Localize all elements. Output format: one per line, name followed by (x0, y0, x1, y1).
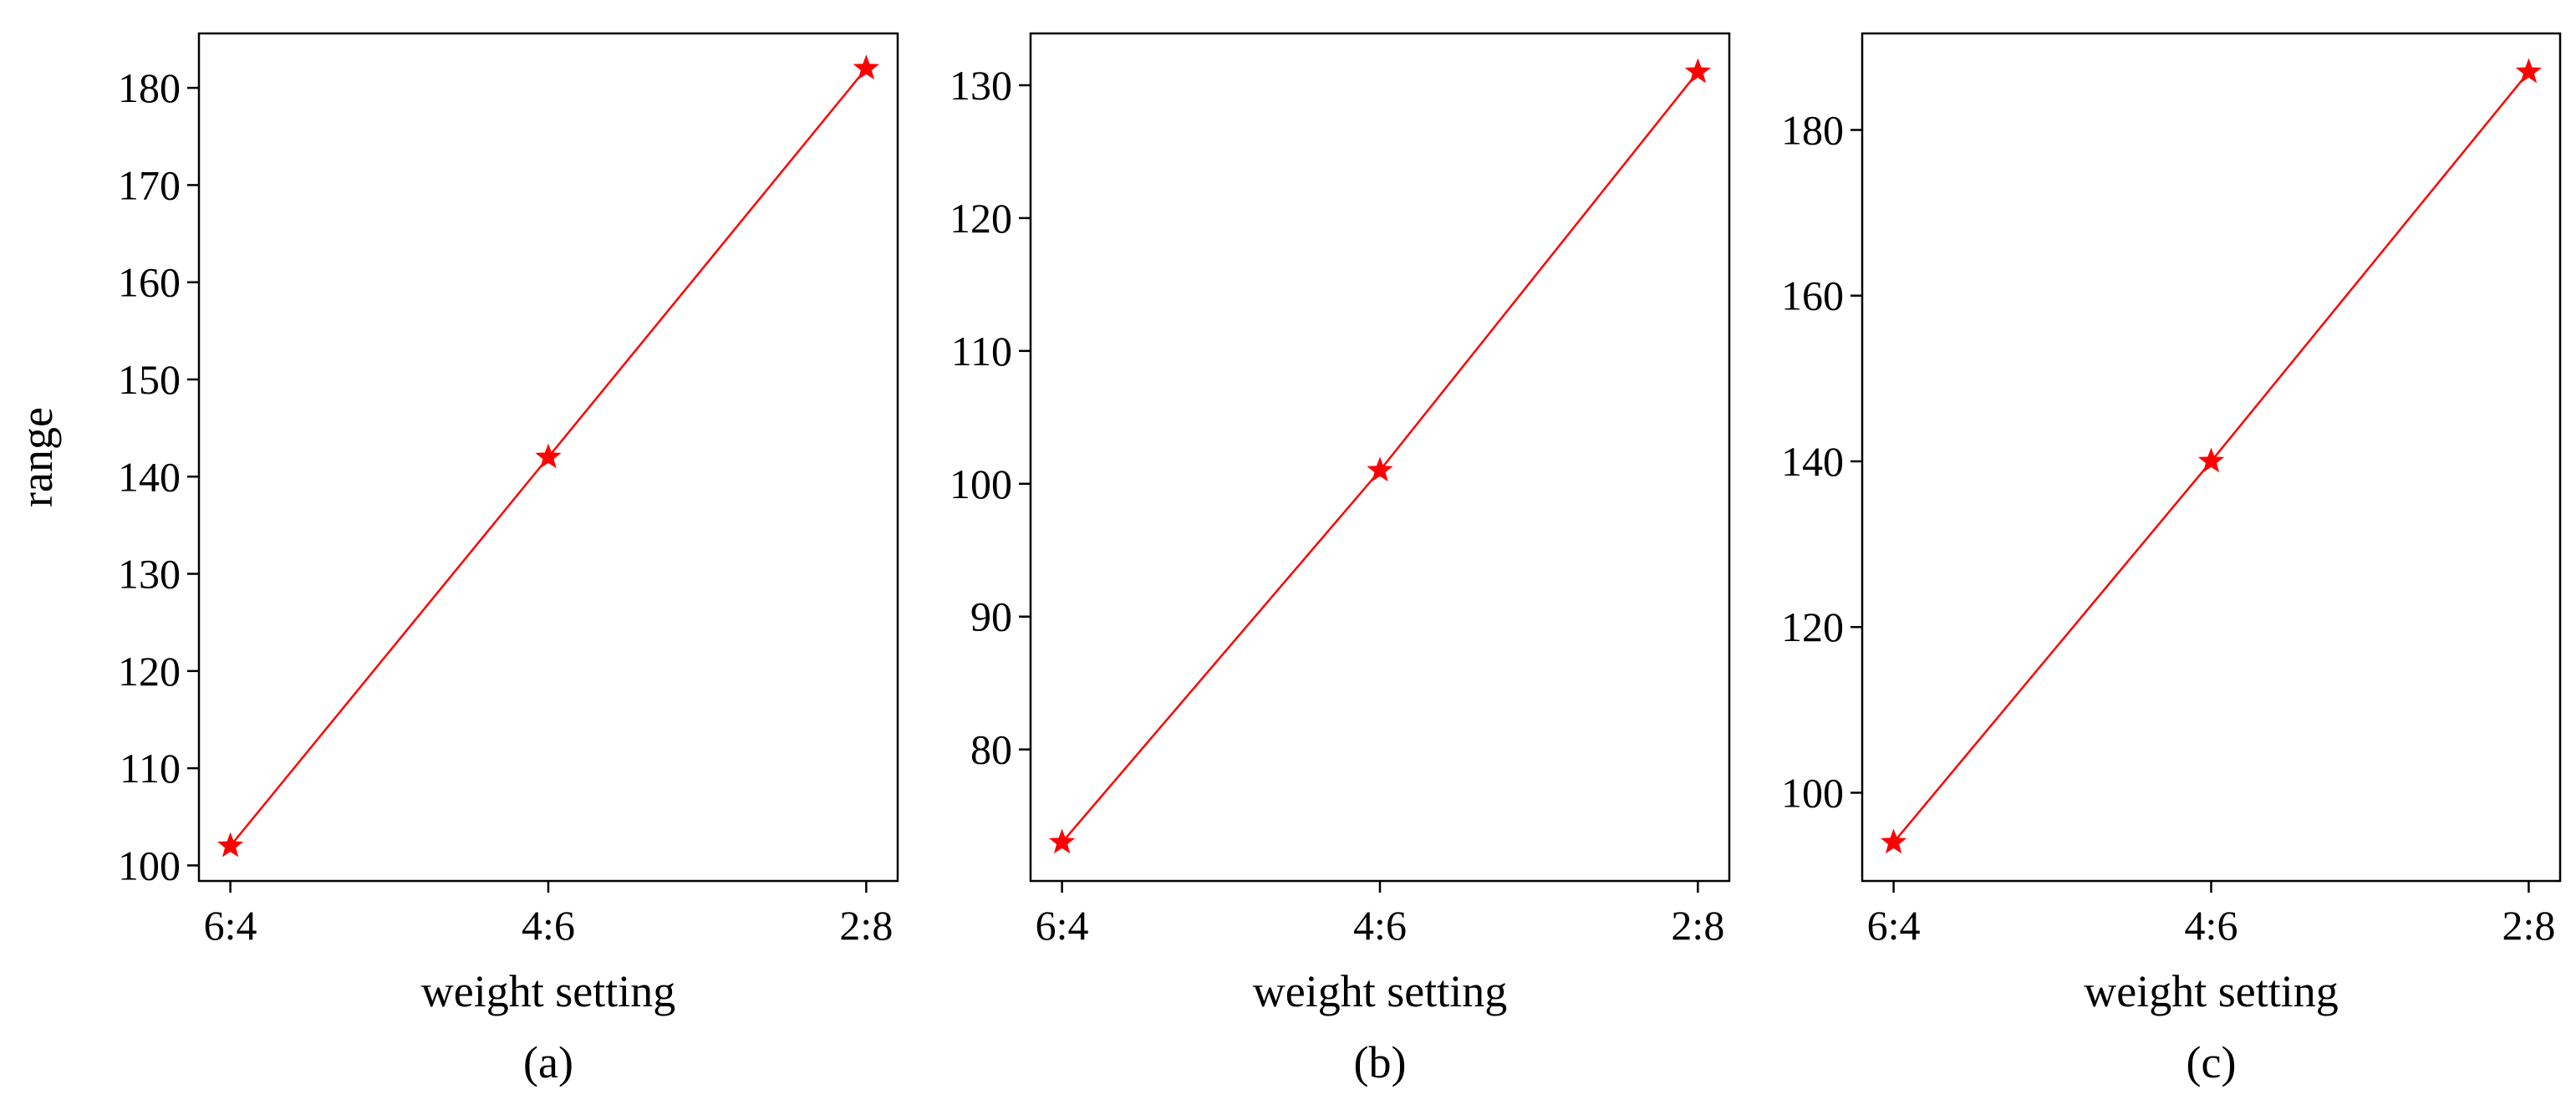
y-tick-label: 120 (118, 648, 181, 695)
y-tick-label: 180 (118, 64, 181, 111)
y-tick-label: 90 (970, 593, 1012, 640)
x-tick-label: 4:6 (1353, 902, 1407, 949)
x-axis-label: weight setting (2084, 966, 2338, 1016)
x-tick-label: 6:4 (1867, 902, 1921, 949)
data-point-star (1048, 828, 1076, 854)
data-point-star (1684, 58, 1712, 84)
x-tick-label: 2:8 (1671, 902, 1724, 949)
y-tick-label: 120 (949, 195, 1012, 242)
data-point-star (1367, 456, 1393, 482)
y-tick-label: 140 (1781, 438, 1844, 485)
y-tick-label: 120 (1781, 603, 1844, 650)
data-point-star (853, 54, 880, 80)
chart-panel: 80 90 100 110 120 130 6:4 4:6 2:8 weight setting (… (949, 32, 1731, 1087)
data-point-star (2197, 447, 2225, 473)
x-axis-label: weight setting (1253, 966, 1507, 1016)
y-tick-label: 100 (949, 461, 1012, 507)
data-point-star (535, 443, 562, 469)
x-axis-label: weight setting (421, 966, 675, 1016)
y-tick-label: 100 (118, 842, 181, 888)
y-axis-label: range (12, 407, 62, 507)
y-tick-label: 130 (118, 551, 181, 598)
data-point-star (216, 832, 244, 858)
data-point-star (2515, 58, 2543, 84)
y-tick-label: 150 (118, 356, 181, 403)
y-tick-label: 160 (1781, 272, 1844, 319)
subfigure-caption: (b) (1354, 1037, 1407, 1087)
x-tick-label: 6:4 (1036, 902, 1089, 949)
y-tick-label: 110 (951, 328, 1012, 374)
y-tick-label: 100 (1781, 769, 1844, 816)
chart-panel: 100 110 120 130 140 150 160 170 180 6:4 4:6 2:8 weig… (12, 32, 899, 1087)
y-tick-label: 180 (1781, 106, 1844, 153)
y-tick-label: 160 (118, 259, 181, 306)
y-tick-label: 140 (118, 453, 181, 500)
x-tick-label: 2:8 (839, 902, 893, 949)
y-tick-label: 110 (120, 745, 181, 792)
y-tick-label: 130 (949, 62, 1012, 109)
chart-panel: 100 120 140 160 180 6:4 4:6 2:8 weight setting (c… (1781, 32, 2562, 1087)
x-tick-label: 2:8 (2502, 902, 2555, 949)
y-tick-label: 170 (118, 161, 181, 208)
subfigure-caption: (c) (2187, 1037, 2237, 1087)
subfigure-caption: (a) (523, 1037, 573, 1087)
x-tick-label: 4:6 (2185, 902, 2238, 949)
x-tick-label: 4:6 (522, 902, 575, 949)
x-tick-label: 6:4 (204, 902, 257, 949)
y-tick-label: 80 (970, 726, 1012, 773)
data-point-star (1880, 828, 1907, 854)
